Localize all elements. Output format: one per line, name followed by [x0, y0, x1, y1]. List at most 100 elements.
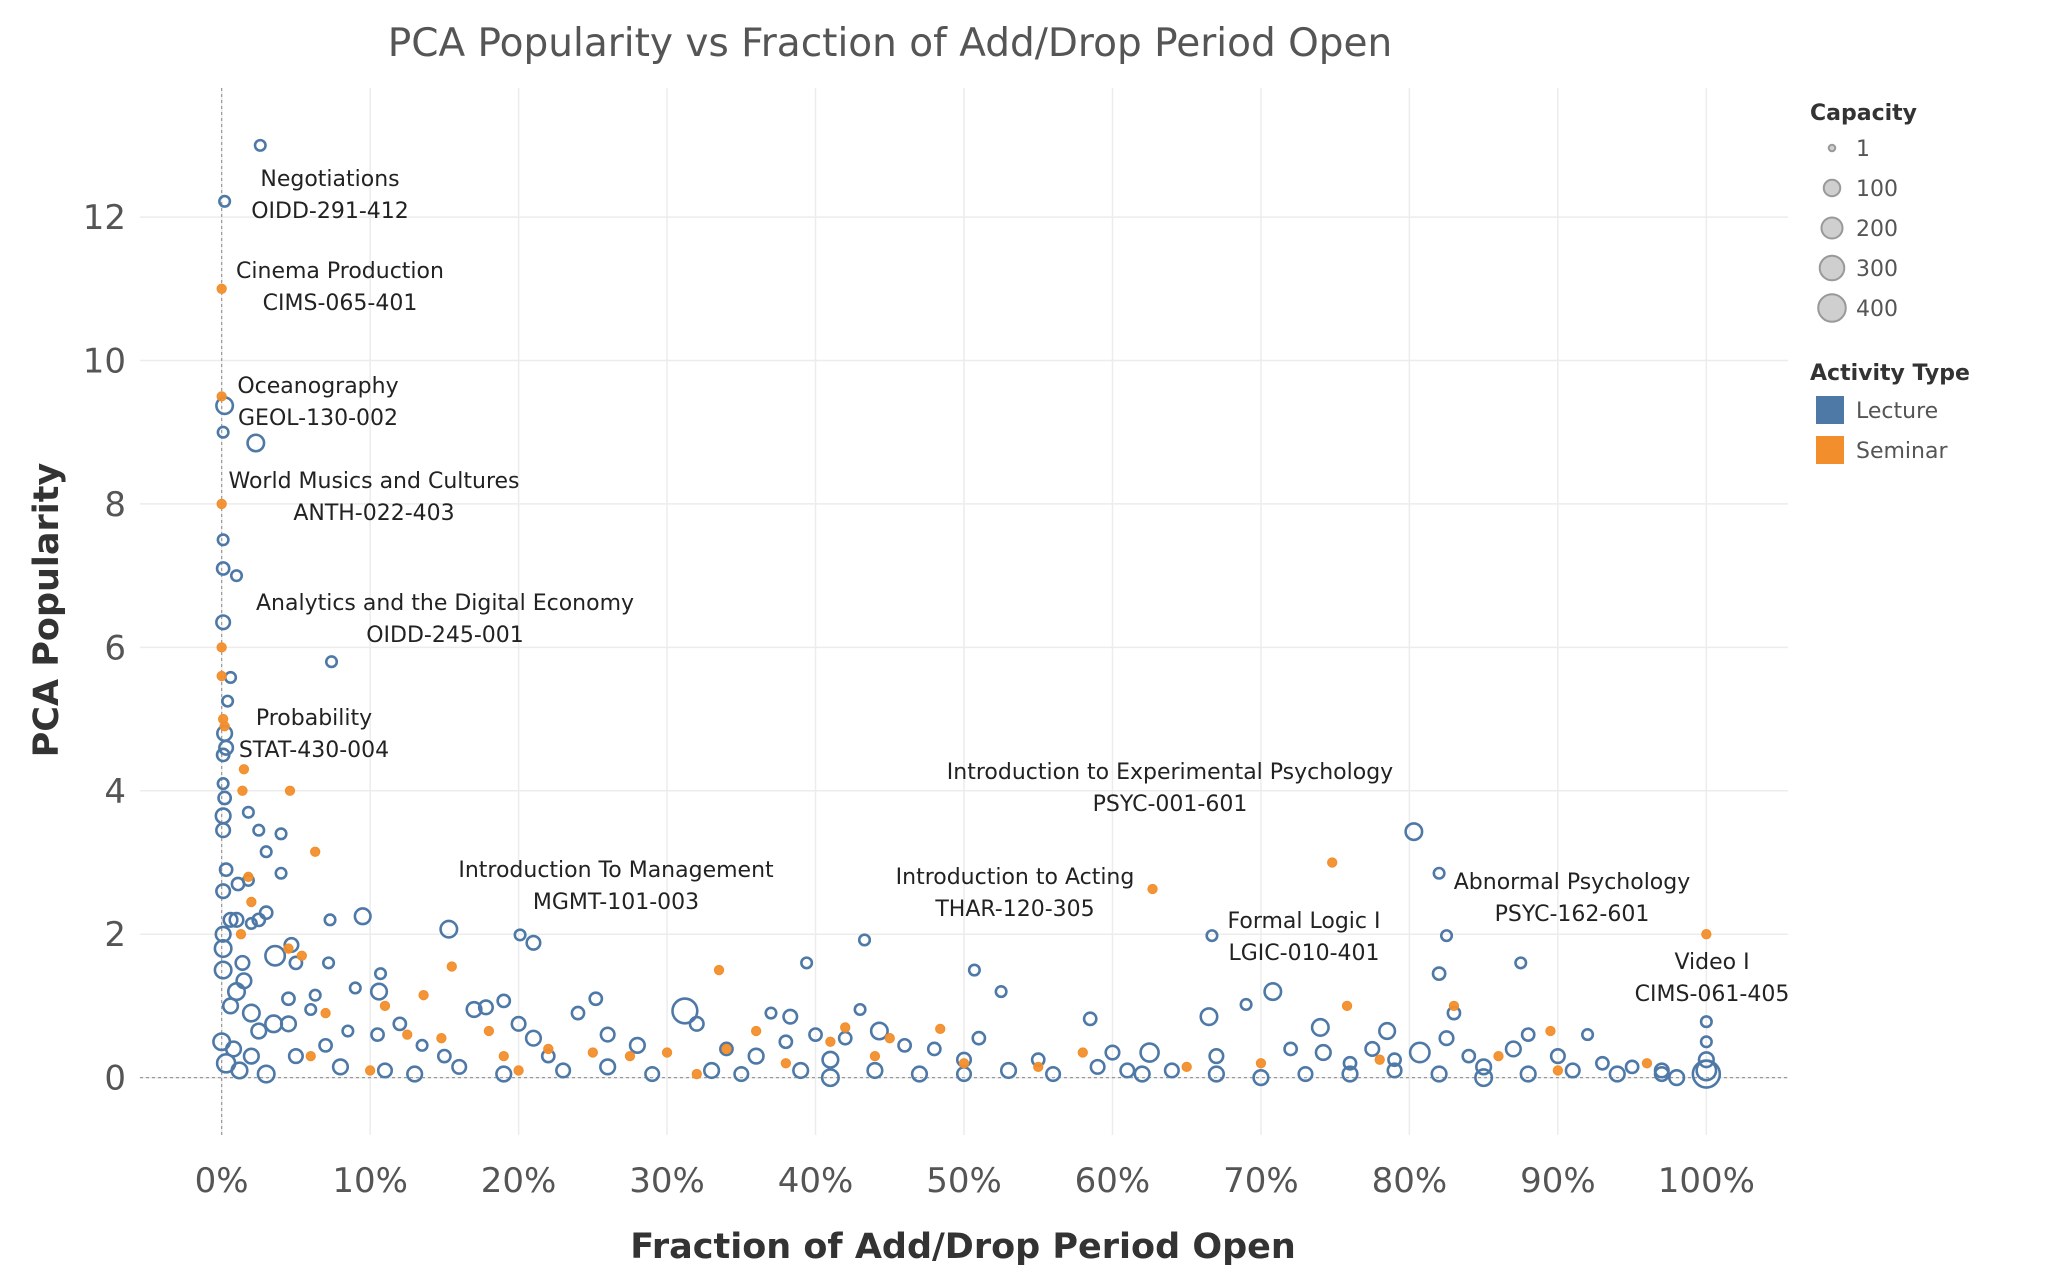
- data-point: [1364, 1040, 1381, 1058]
- data-point: [1386, 1062, 1403, 1079]
- y-tick-label: 12: [83, 198, 126, 238]
- size-legend-label: 200: [1856, 217, 1898, 242]
- data-point: [688, 1015, 705, 1032]
- data-point: [570, 1005, 586, 1021]
- data-point: [1208, 1048, 1225, 1065]
- data-point: [1438, 1030, 1455, 1047]
- plot-area: 0% 10% 20% 30% 40% 50% 60% 70% 80% 90% 100% 0 2 4 6 8 10…: [83, 88, 1789, 1201]
- data-point: [800, 956, 814, 970]
- data-point: [215, 614, 232, 631]
- data-point: [999, 1061, 1018, 1080]
- data-point: [1695, 1059, 1718, 1082]
- annotation-line: CIMS-065-401: [263, 291, 418, 316]
- data-point: [1045, 1065, 1062, 1083]
- data-point: [446, 961, 457, 972]
- data-point: [218, 862, 234, 878]
- size-legend-label: 100: [1856, 177, 1898, 202]
- data-point: [1474, 1068, 1494, 1088]
- data-point: [213, 960, 233, 980]
- annotation-line: PSYC-162-601: [1495, 902, 1650, 927]
- data-point: [253, 138, 267, 152]
- data-point: [719, 1041, 734, 1057]
- data-point: [808, 1027, 823, 1043]
- data-point: [373, 967, 388, 981]
- data-point: [1448, 1000, 1460, 1012]
- data-point: [513, 1065, 524, 1076]
- data-point: [1699, 1015, 1713, 1029]
- data-point: [1701, 929, 1712, 940]
- annotation-label: Cinema Production CIMS-065-401: [236, 259, 444, 316]
- data-point: [304, 1002, 318, 1017]
- data-point: [1374, 1054, 1385, 1065]
- y-tick-label: 2: [104, 915, 126, 955]
- data-point: [1314, 1043, 1332, 1062]
- annotation-label: Abnormal Psychology PSYC-162-601: [1454, 870, 1691, 927]
- data-point: [495, 1065, 513, 1083]
- annotation-line: OIDD-245-001: [366, 623, 524, 648]
- data-point: [825, 1036, 836, 1047]
- data-point: [216, 391, 227, 402]
- data-point: [967, 963, 981, 977]
- data-point: [216, 283, 227, 294]
- data-point: [214, 807, 232, 825]
- color-legend-label: Seminar: [1856, 439, 1948, 464]
- data-point: [587, 1047, 598, 1058]
- data-point: [910, 1065, 929, 1083]
- data-point: [1641, 1058, 1653, 1069]
- data-point: [1263, 982, 1283, 1002]
- data-point: [588, 991, 604, 1007]
- annotation-label: Formal Logic I LGIC-010-401: [1228, 909, 1381, 966]
- data-point: [320, 1007, 331, 1019]
- x-tick-label: 50%: [926, 1161, 1002, 1201]
- data-point: [242, 1047, 260, 1065]
- data-point: [392, 1016, 408, 1032]
- data-point: [1431, 966, 1447, 982]
- annotation-line: GEOL-130-002: [238, 406, 398, 431]
- data-point: [1387, 1052, 1402, 1068]
- legend: Capacity 1 100 200 300 400 Activity Type Lec…: [1810, 101, 1970, 464]
- data-point: [857, 933, 872, 947]
- data-point: [1077, 1047, 1088, 1058]
- size-legend-swatch: [1818, 254, 1846, 282]
- data-point: [780, 1058, 791, 1069]
- data-point: [218, 739, 235, 756]
- data-point: [246, 896, 257, 908]
- data-point: [216, 642, 227, 653]
- data-point: [513, 928, 527, 942]
- data-point: [747, 1047, 765, 1065]
- data-point: [216, 498, 227, 510]
- annotation-label: Introduction To Management MGMT-101-003: [458, 858, 774, 915]
- data-point: [219, 721, 230, 732]
- legend-color-title: Activity Type: [1810, 361, 1970, 386]
- data-point: [778, 1034, 794, 1050]
- data-point: [483, 1025, 495, 1037]
- data-point: [1297, 1065, 1314, 1083]
- data-point: [264, 1014, 284, 1034]
- data-point: [321, 956, 336, 970]
- data-point: [1624, 1059, 1640, 1075]
- data-point: [1430, 1065, 1448, 1083]
- data-point: [238, 764, 250, 775]
- y-axis-title: PCA Popularity: [27, 462, 67, 757]
- data-point: [1327, 857, 1338, 868]
- data-point: [525, 934, 542, 951]
- data-point: [1493, 1050, 1504, 1062]
- data-point: [274, 866, 288, 880]
- data-point: [1432, 866, 1446, 880]
- data-point: [869, 1021, 889, 1041]
- data-point: [599, 1026, 616, 1043]
- data-point: [555, 1062, 572, 1079]
- data-point: [1439, 929, 1454, 943]
- data-point: [310, 846, 321, 857]
- size-legend-swatch: [1822, 178, 1842, 198]
- data-point: [496, 993, 512, 1009]
- data-point: [764, 1006, 778, 1020]
- data-point: [1089, 1058, 1106, 1075]
- data-point: [837, 1030, 853, 1046]
- annotation-line: MGMT-101-003: [533, 890, 699, 915]
- data-point: [1653, 1065, 1670, 1083]
- annotation-line: Abnormal Psychology: [1454, 870, 1691, 895]
- data-point: [1255, 1058, 1267, 1069]
- data-point: [1147, 883, 1158, 895]
